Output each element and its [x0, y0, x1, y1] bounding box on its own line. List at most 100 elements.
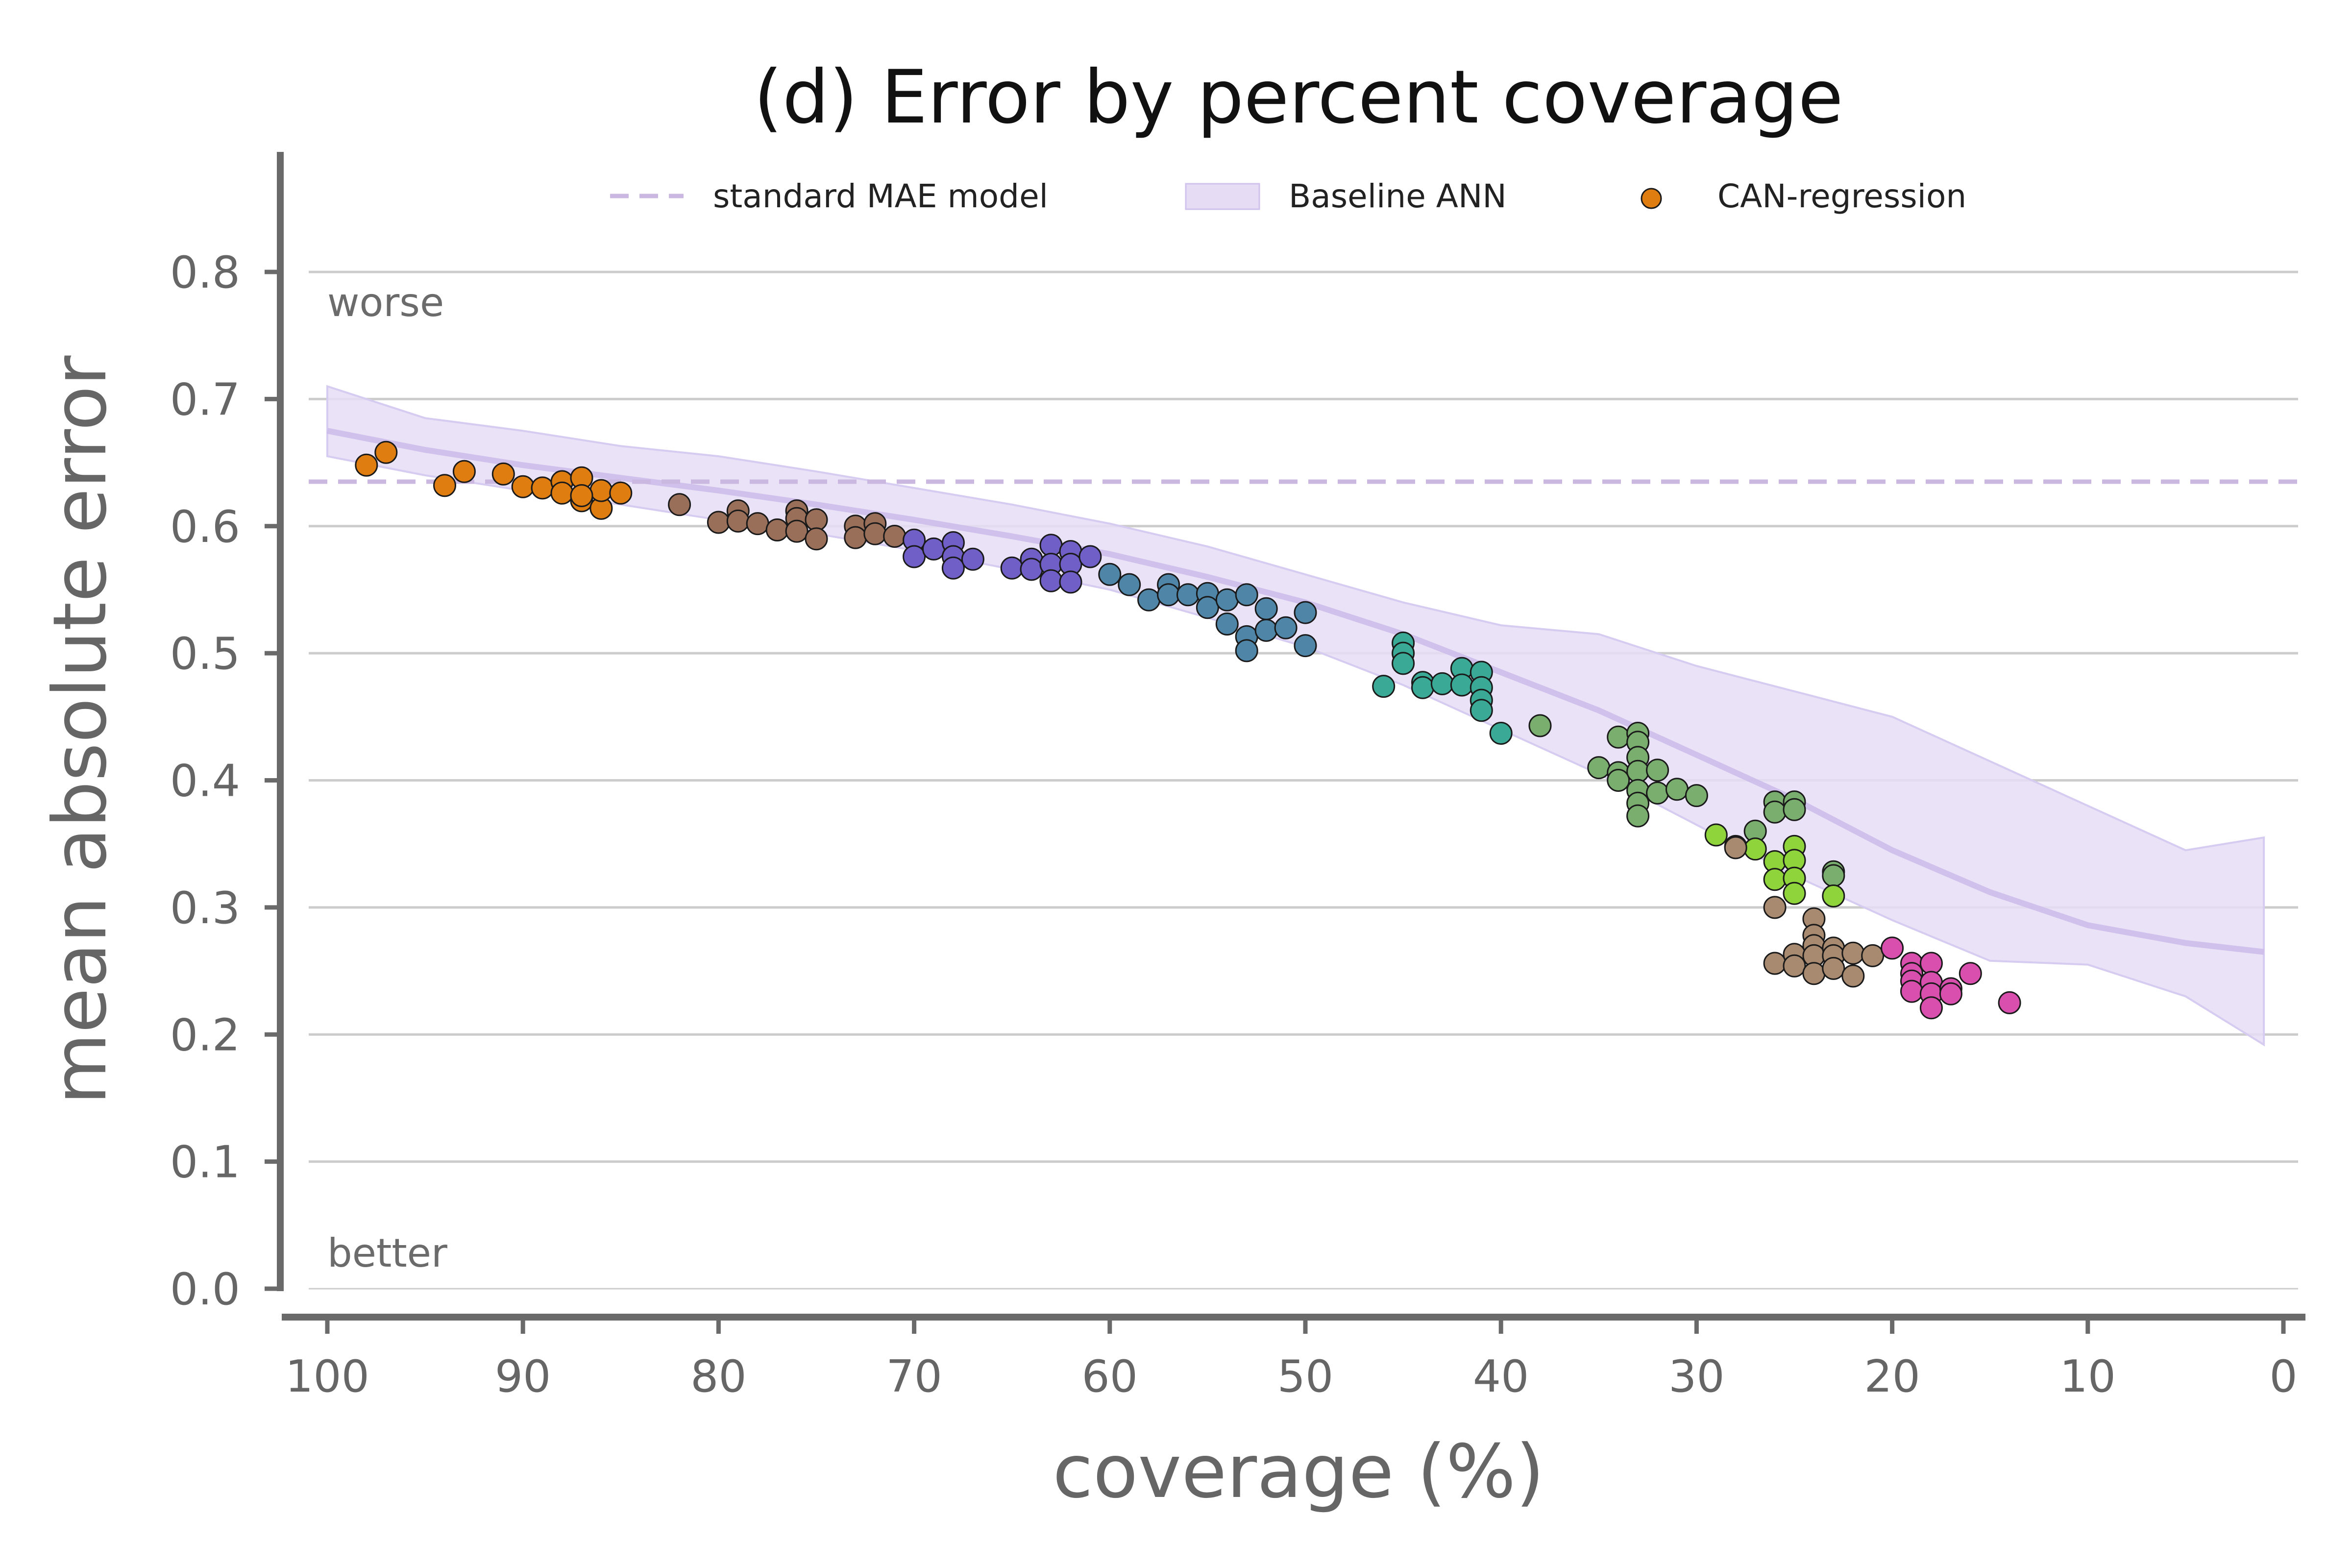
x-tick-label-80: 80	[690, 1351, 747, 1402]
data-point-1-3	[726, 509, 750, 533]
data-point-3-12	[1235, 639, 1258, 662]
data-point-1-0	[668, 493, 691, 516]
data-point-2-12	[1039, 569, 1063, 592]
data-point-3-16	[1294, 601, 1317, 624]
data-point-1-5	[765, 518, 789, 541]
data-point-2-2	[922, 537, 945, 561]
x-tick-label-70: 70	[886, 1351, 942, 1402]
data-point-3-15	[1274, 616, 1298, 639]
data-point-7-14	[1841, 964, 1865, 988]
data-point-8-0	[1881, 936, 1904, 960]
x-tick-label-40: 40	[1473, 1351, 1529, 1402]
data-point-4-8	[1450, 673, 1473, 697]
data-point-8-10	[1939, 982, 1962, 1005]
data-point-5-1	[1587, 756, 1611, 780]
data-point-0-13	[609, 481, 633, 505]
data-point-7-4	[1783, 954, 1806, 978]
x-tick-label-60: 60	[1082, 1351, 1138, 1402]
data-point-5-14	[1666, 778, 1689, 801]
data-point-4-3	[1392, 652, 1415, 675]
legend: standard MAE model Baseline ANN CAN-regr…	[610, 177, 1966, 215]
data-point-5-13	[1646, 781, 1669, 805]
data-point-1-10	[805, 527, 828, 551]
data-point-2-7	[1000, 556, 1024, 580]
data-point-5-15	[1685, 784, 1708, 808]
data-point-5-2	[1607, 725, 1630, 749]
y-tick-label-0.2: 0.2	[170, 1009, 240, 1061]
annotation-worse: worse	[327, 280, 444, 325]
x-tick-label-90: 90	[495, 1351, 551, 1402]
data-point-5-8	[1626, 760, 1650, 783]
annotation-better: better	[327, 1230, 447, 1276]
data-point-5-0	[1528, 714, 1552, 737]
y-tick-label-0.4: 0.4	[170, 756, 240, 807]
data-point-3-0	[1098, 563, 1122, 586]
x-tick-label-0: 0	[2269, 1351, 2297, 1402]
data-point-3-2	[1137, 588, 1161, 612]
data-point-5-20	[1783, 798, 1806, 821]
data-point-0-14	[570, 484, 593, 507]
y-tick-label-0.0: 0.0	[170, 1264, 240, 1315]
data-point-5-18	[1763, 800, 1787, 824]
x-axis-label: coverage (%)	[1053, 1429, 1544, 1515]
legend-can-regression-label: CAN-regression	[1717, 177, 1966, 215]
data-point-3-1	[1118, 573, 1141, 596]
data-point-3-7	[1196, 596, 1219, 619]
y-axis-label: mean absolute error	[38, 355, 123, 1104]
data-point-3-13	[1254, 597, 1278, 620]
data-point-3-5	[1176, 583, 1200, 607]
data-point-8-4	[1900, 980, 1923, 1003]
data-point-4-0	[1372, 675, 1396, 698]
data-point-5-11	[1626, 804, 1650, 828]
data-point-7-1	[1763, 896, 1787, 919]
data-point-3-4	[1157, 583, 1180, 607]
data-point-2-6	[961, 547, 984, 571]
data-point-6-4	[1763, 868, 1787, 891]
data-point-8-8	[1919, 996, 1943, 1020]
data-point-3-17	[1294, 634, 1317, 658]
data-point-4-6	[1430, 672, 1454, 695]
data-point-7-13	[1841, 941, 1865, 965]
data-point-6-0	[1704, 823, 1728, 847]
data-point-0-8	[550, 481, 574, 505]
data-point-7-9	[1802, 962, 1826, 985]
legend-standard-mae-label: standard MAE model	[713, 177, 1048, 215]
data-point-5-4	[1607, 769, 1630, 792]
can-regression-points	[355, 441, 2021, 1020]
data-point-7-2	[1763, 952, 1787, 975]
legend-baseline-ann-label: Baseline ANN	[1289, 177, 1507, 215]
legend-baseline-ann-swatch	[1185, 183, 1260, 210]
data-point-1-4	[746, 512, 769, 536]
legend-can-regression-marker	[1641, 188, 1662, 209]
x-tick-label-100: 100	[285, 1351, 369, 1402]
data-point-1-14	[863, 522, 887, 545]
chart-title: (d) Error by percent coverage	[754, 55, 1843, 140]
data-point-2-15	[1059, 570, 1082, 594]
data-point-5-22	[1822, 864, 1845, 887]
data-point-0-12	[589, 479, 613, 502]
data-point-7-15	[1861, 944, 1885, 967]
y-tick-label-0.8: 0.8	[170, 247, 240, 298]
data-point-1-12	[844, 526, 867, 549]
data-point-3-9	[1215, 612, 1239, 636]
data-point-6-2	[1743, 837, 1767, 861]
data-point-4-5	[1411, 676, 1434, 699]
data-point-6-9	[1822, 884, 1845, 907]
y-tick-label-0.6: 0.6	[170, 501, 240, 553]
data-point-7-0	[1724, 836, 1747, 859]
data-point-6-8	[1783, 882, 1806, 905]
data-point-0-3	[452, 460, 476, 483]
data-point-0-4	[491, 462, 515, 486]
x-tick-label-50: 50	[1277, 1351, 1334, 1402]
data-point-5-12	[1646, 759, 1669, 782]
data-point-0-5	[511, 475, 535, 498]
data-point-1-1	[707, 511, 730, 534]
data-point-3-14	[1254, 618, 1278, 642]
data-point-4-12	[1470, 699, 1493, 722]
data-point-3-10	[1235, 583, 1258, 607]
data-point-0-0	[355, 453, 378, 477]
data-point-8-12	[1998, 991, 2021, 1014]
data-point-2-1	[903, 545, 926, 568]
